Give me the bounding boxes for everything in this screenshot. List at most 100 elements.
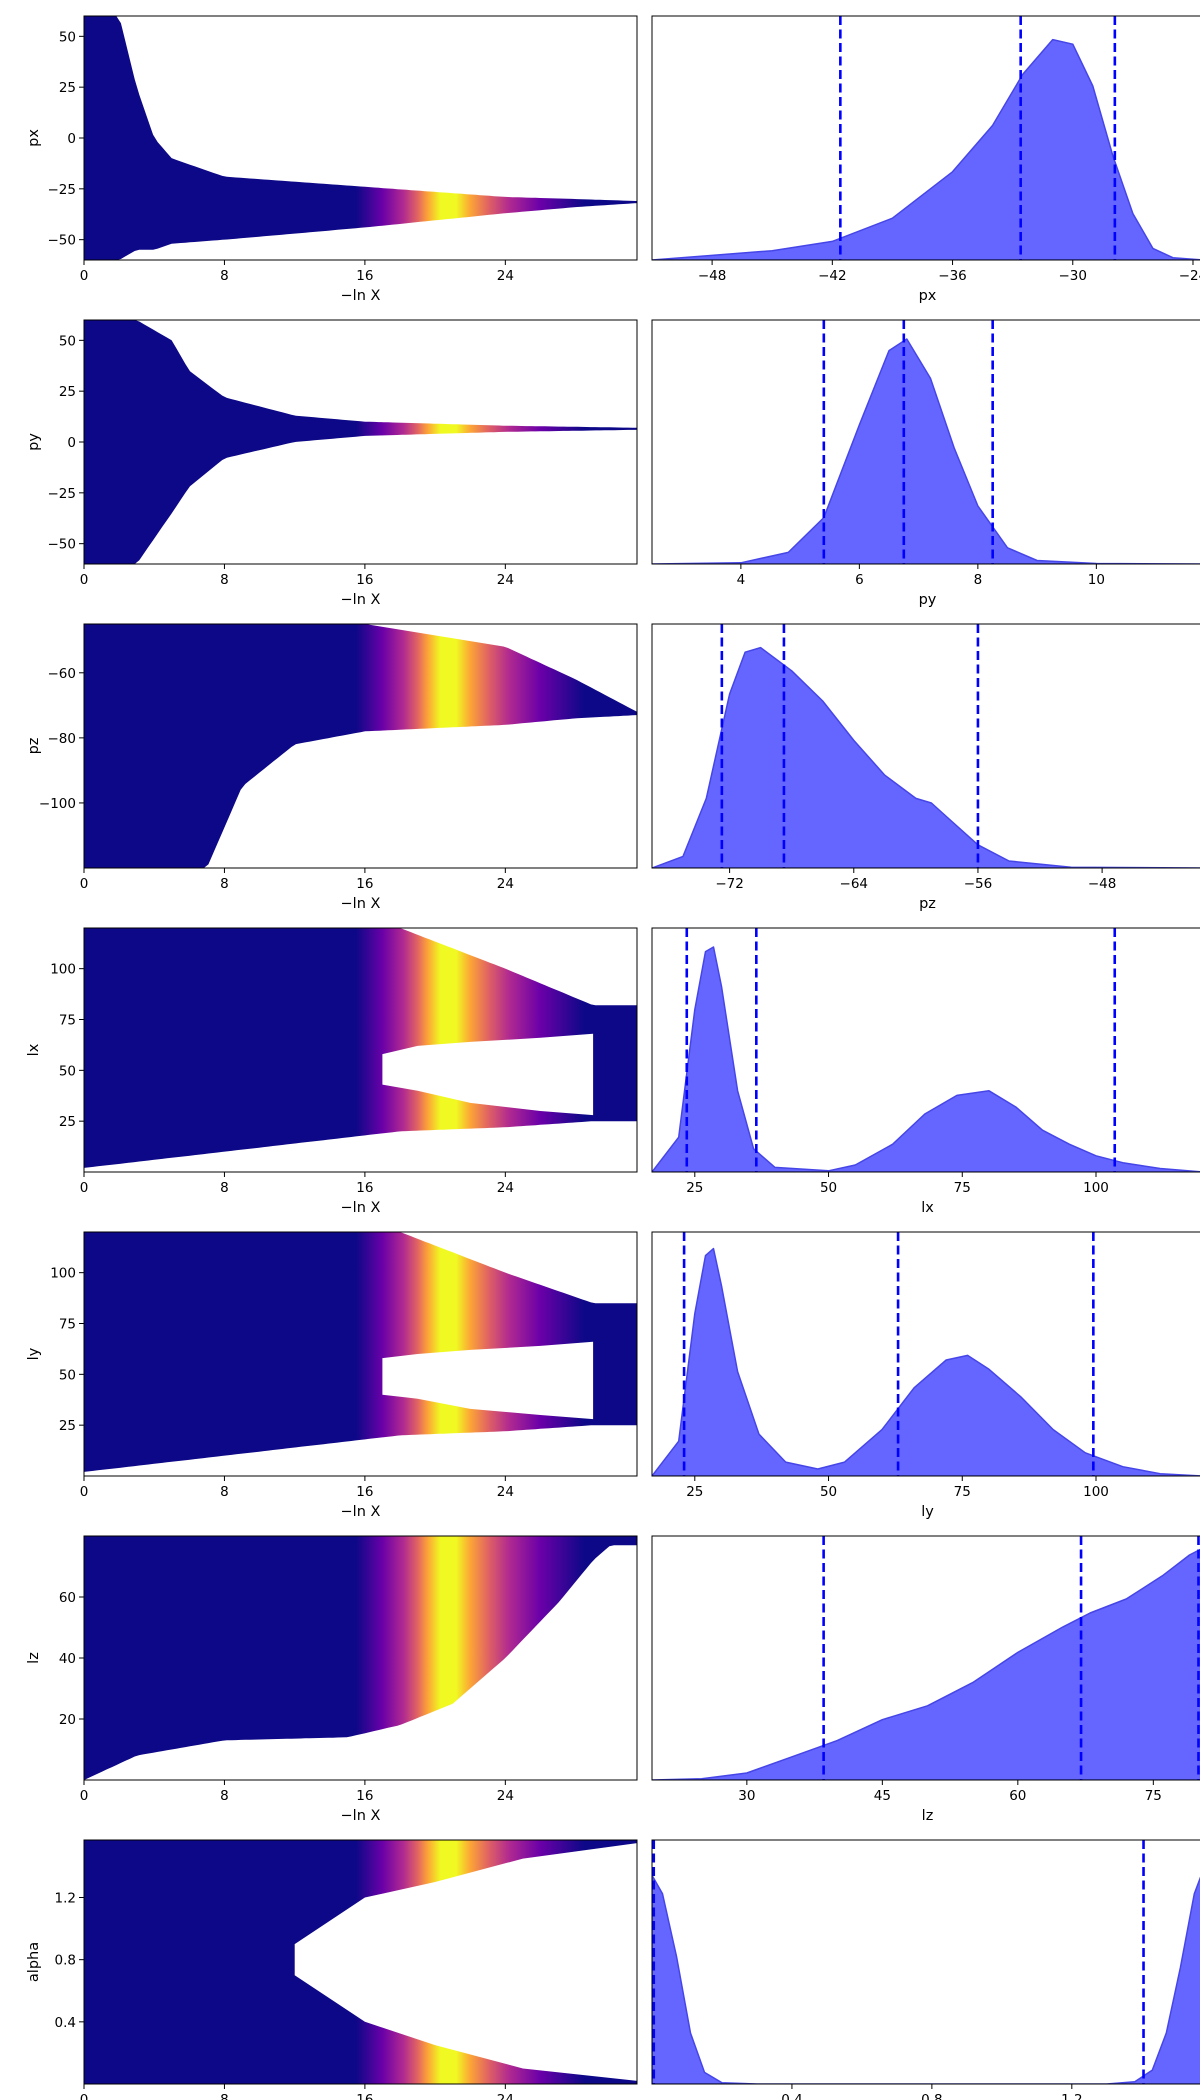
- trace-y-label: lx: [26, 1043, 42, 1056]
- x-tick-label: 8: [220, 572, 229, 588]
- x-tick-label: 25: [686, 1484, 703, 1500]
- kde-x-label: px: [919, 288, 937, 304]
- x-tick-label: 0: [80, 1788, 89, 1804]
- sample-cloud: [84, 1840, 637, 2084]
- empty-region: [382, 1341, 594, 1420]
- x-tick-label: 0: [80, 572, 89, 588]
- y-tick-label: 75: [59, 1317, 76, 1333]
- x-tick-label: 0: [80, 1180, 89, 1196]
- sample-cloud: [84, 1536, 637, 1780]
- kde-x-label: pz: [919, 896, 936, 912]
- sample-region-py: [84, 320, 637, 564]
- trace-panel-lz: 0 8 16 24 −ln X 60 40 20 lz: [26, 1535, 638, 1824]
- kde-plot-area: [652, 624, 1200, 868]
- kde-plot-area: [652, 16, 1200, 260]
- x-tick-label: 8: [974, 572, 983, 588]
- trace-frame: [83, 1839, 638, 2085]
- x-tick-label: 16: [356, 876, 373, 892]
- kde-panel-px: −48 −42 −36 −30 −24 px: [651, 15, 1200, 304]
- kde-plot-area: [652, 1536, 1200, 1780]
- x-tick-label: 24: [497, 268, 514, 284]
- trace-frame: [83, 623, 638, 869]
- y-tick-label: 20: [59, 1712, 76, 1728]
- x-tick-label: 75: [1145, 1788, 1162, 1804]
- x-tick-label: 24: [497, 1180, 514, 1196]
- y-tick-label: −100: [39, 796, 76, 812]
- kde-frame: [651, 319, 1200, 565]
- x-tick-label: 30: [738, 1788, 755, 1804]
- x-tick-label: 8: [220, 1484, 229, 1500]
- x-tick-label: 50: [820, 1484, 837, 1500]
- x-tick-label: 100: [1083, 1484, 1109, 1500]
- kde-frame: [651, 1535, 1200, 1781]
- sample-cloud: [84, 320, 637, 564]
- x-tick-label: 24: [497, 876, 514, 892]
- trace-panel-lx: 0 8 16 24 −ln X 100 75 50 25 lx: [26, 927, 638, 1216]
- y-tick-label: −25: [48, 486, 77, 502]
- x-tick-label: 25: [686, 1180, 703, 1196]
- x-tick-label: 100: [1083, 1180, 1109, 1196]
- kde-panel-alpha: 0.40.81.2alpha: [651, 1839, 1200, 2100]
- x-tick-label: 4: [737, 572, 746, 588]
- y-tick-label: 25: [59, 80, 76, 96]
- x-tick-label: 24: [497, 1788, 514, 1804]
- x-tick-label: −42: [818, 268, 847, 284]
- trace-frame: [83, 927, 638, 1173]
- trace-y-label: lz: [26, 1652, 42, 1664]
- x-tick-label: 0.4: [781, 2092, 802, 2100]
- sample-region-pz: [84, 624, 637, 868]
- x-tick-label: 16: [356, 2092, 373, 2100]
- y-tick-label: 0.8: [55, 1953, 76, 1969]
- x-tick-label: 16: [356, 1180, 373, 1196]
- x-tick-label: 75: [954, 1180, 971, 1196]
- x-tick-label: 0: [80, 876, 89, 892]
- trace-frame: [83, 1231, 638, 1477]
- y-tick-label: 50: [59, 29, 76, 45]
- sample-region-lx: [84, 928, 637, 1168]
- trace-panel-py: 0 8 16 24 −ln X 50 25 0 −25 −50 py: [26, 319, 638, 608]
- sample-cloud: [84, 928, 637, 1168]
- trace-x-label: −ln X: [341, 288, 381, 304]
- trace-panel-px: 0 8 16 24 −ln X 50 25 0 −25 −50 px: [26, 15, 638, 304]
- y-tick-label: 0.4: [55, 2015, 76, 2031]
- x-tick-label: 8: [220, 2092, 229, 2100]
- kde-frame: [651, 927, 1200, 1173]
- x-tick-label: 8: [220, 1180, 229, 1196]
- kde-x-label: ly: [921, 1504, 934, 1520]
- panels: 0 8 16 24 −ln X 50 25 0 −25 −50 px −48 −42 −36 −30 −24 p…: [26, 15, 1200, 2100]
- y-tick-label: −50: [48, 537, 77, 553]
- x-tick-label: −64: [840, 876, 869, 892]
- kde-panel-ly: 25 50 75 100 ly: [651, 1231, 1200, 1520]
- x-tick-label: 0: [80, 1484, 89, 1500]
- x-tick-label: 24: [497, 572, 514, 588]
- y-tick-label: 100: [50, 962, 76, 978]
- y-tick-label: 50: [59, 333, 76, 349]
- y-tick-label: 25: [59, 1418, 76, 1434]
- sample-region-px: [84, 16, 637, 260]
- trace-y-label: ly: [26, 1347, 42, 1360]
- density-curve-px: [652, 38, 1200, 260]
- density-curve-ly: [652, 1247, 1200, 1476]
- empty-region: [294, 1843, 637, 2081]
- x-tick-label: −48: [1088, 876, 1117, 892]
- y-tick-label: 1.2: [55, 1891, 76, 1907]
- y-tick-label: −80: [48, 731, 77, 747]
- kde-frame: [651, 623, 1200, 869]
- y-tick-label: 100: [50, 1266, 76, 1282]
- sample-region-ly: [84, 1232, 637, 1472]
- sample-cloud: [84, 16, 637, 260]
- y-tick-label: 0: [67, 435, 76, 451]
- x-tick-label: 0: [80, 2092, 89, 2100]
- y-tick-label: 40: [59, 1651, 76, 1667]
- x-tick-label: 10: [1088, 572, 1105, 588]
- x-tick-label: 16: [356, 268, 373, 284]
- kde-panel-lz: 30 45 60 75 lz: [651, 1535, 1200, 1824]
- kde-x-label: lx: [921, 1200, 934, 1216]
- x-tick-label: −24: [1179, 268, 1200, 284]
- x-tick-label: 1.2: [1061, 2092, 1082, 2100]
- kde-plot-area: [652, 1840, 1200, 2084]
- x-tick-label: 0: [80, 268, 89, 284]
- x-tick-label: −72: [715, 876, 744, 892]
- x-tick-label: 75: [954, 1484, 971, 1500]
